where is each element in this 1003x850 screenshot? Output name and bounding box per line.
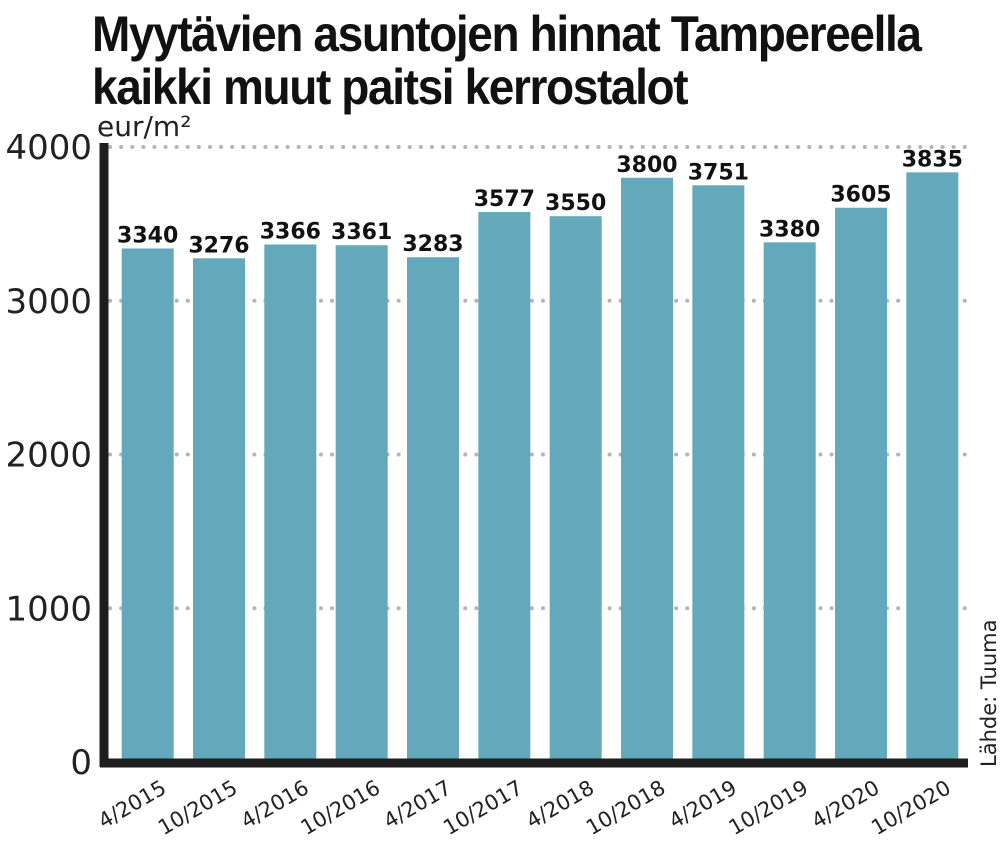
bar-value-label: 3366 (260, 219, 321, 244)
bar (906, 172, 959, 762)
bar-value-label: 3605 (830, 183, 891, 208)
y-tick-label: 3000 (5, 282, 92, 322)
x-tick-label: 10/2015 (154, 776, 242, 840)
bar-value-label: 3835 (902, 147, 963, 172)
bar-value-label: 3380 (759, 217, 820, 242)
y-tick-label: 1000 (5, 589, 92, 629)
x-tick-label: 10/2018 (582, 776, 670, 840)
bar-value-label: 3550 (545, 191, 606, 216)
y-axis-unit-label: eur/m² (97, 110, 191, 143)
bar (478, 212, 531, 762)
bar-value-label: 3577 (474, 187, 535, 212)
bar (264, 244, 317, 763)
bar (549, 216, 602, 762)
x-tick-label: 10/2020 (867, 776, 955, 840)
bar-value-label: 3340 (117, 223, 178, 248)
bar (193, 258, 245, 762)
bars (121, 172, 959, 763)
y-tick-label: 2000 (5, 436, 92, 476)
x-tick-label: 10/2017 (439, 776, 527, 840)
x-tick-label: 10/2019 (725, 776, 813, 840)
bar-value-label: 3800 (616, 153, 677, 178)
y-tick-label: 0 (70, 743, 92, 783)
bar-value-label: 3283 (402, 232, 463, 257)
bar (692, 185, 745, 762)
gridlines (108, 145, 975, 611)
bar-value-label: 3276 (188, 233, 249, 258)
bar (121, 248, 174, 763)
chart-title-line-2: kaikki muut paitsi kerrostalot (92, 59, 689, 115)
bar-value-label: 3361 (331, 220, 392, 245)
bar (335, 245, 388, 763)
bar (407, 257, 459, 762)
source-label: Lähde: Tuuma (977, 620, 1001, 767)
chart-title: Myytävien asuntojen hinnat Tampereella k… (92, 6, 922, 115)
bar (621, 177, 673, 762)
y-tick-label: 4000 (5, 128, 92, 168)
bar-value-label: 3751 (688, 160, 749, 185)
x-tick-label: 10/2016 (297, 776, 385, 840)
bar (763, 242, 816, 762)
bar (835, 207, 887, 762)
axes (99, 143, 968, 768)
chart-title-line-1: Myytävien asuntojen hinnat Tampereella (92, 6, 922, 62)
